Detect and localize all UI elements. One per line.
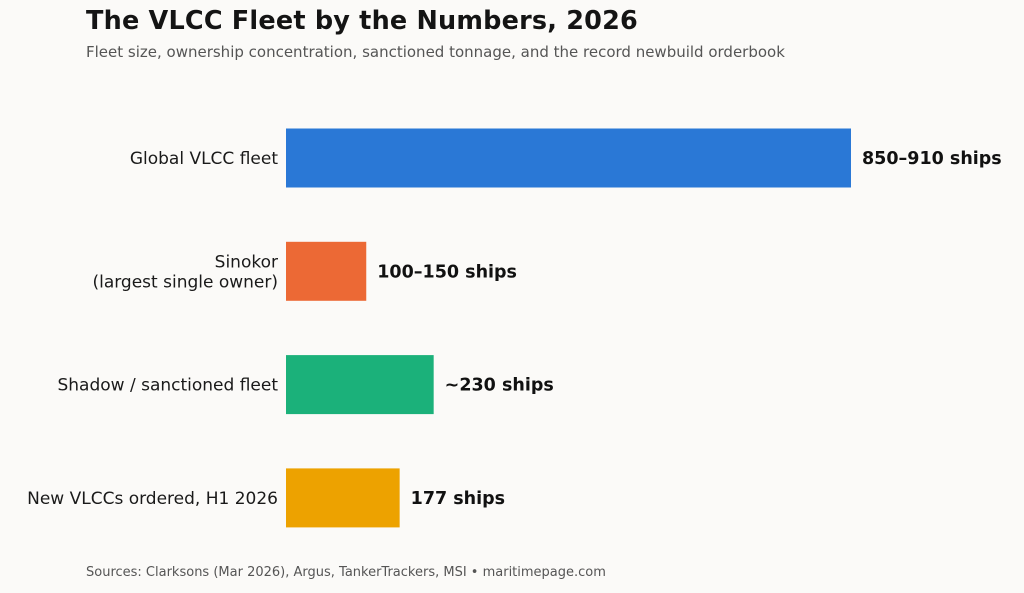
value-label: 850–910 ships — [862, 149, 1002, 169]
category-label: Shadow / sanctioned fleet — [57, 376, 278, 396]
bar-0 — [286, 128, 851, 188]
value-label: 177 ships — [411, 489, 505, 509]
category-label: Global VLCC fleet — [130, 149, 279, 169]
bar-2 — [286, 355, 434, 415]
category-label: Sinokor (largest single owner) — [92, 252, 278, 292]
sources-footer: Sources: Clarksons (Mar 2026), Argus, Ta… — [86, 565, 606, 580]
chart-subtitle: Fleet size, ownership concentration, san… — [86, 43, 785, 61]
bar-3 — [286, 468, 400, 528]
chart-title: The VLCC Fleet by the Numbers, 2026 — [86, 6, 639, 36]
value-label: 100–150 ships — [377, 262, 517, 282]
value-label: ~230 ships — [445, 376, 554, 396]
category-label: New VLCCs ordered, H1 2026 — [27, 489, 278, 509]
bar-1 — [286, 241, 367, 301]
